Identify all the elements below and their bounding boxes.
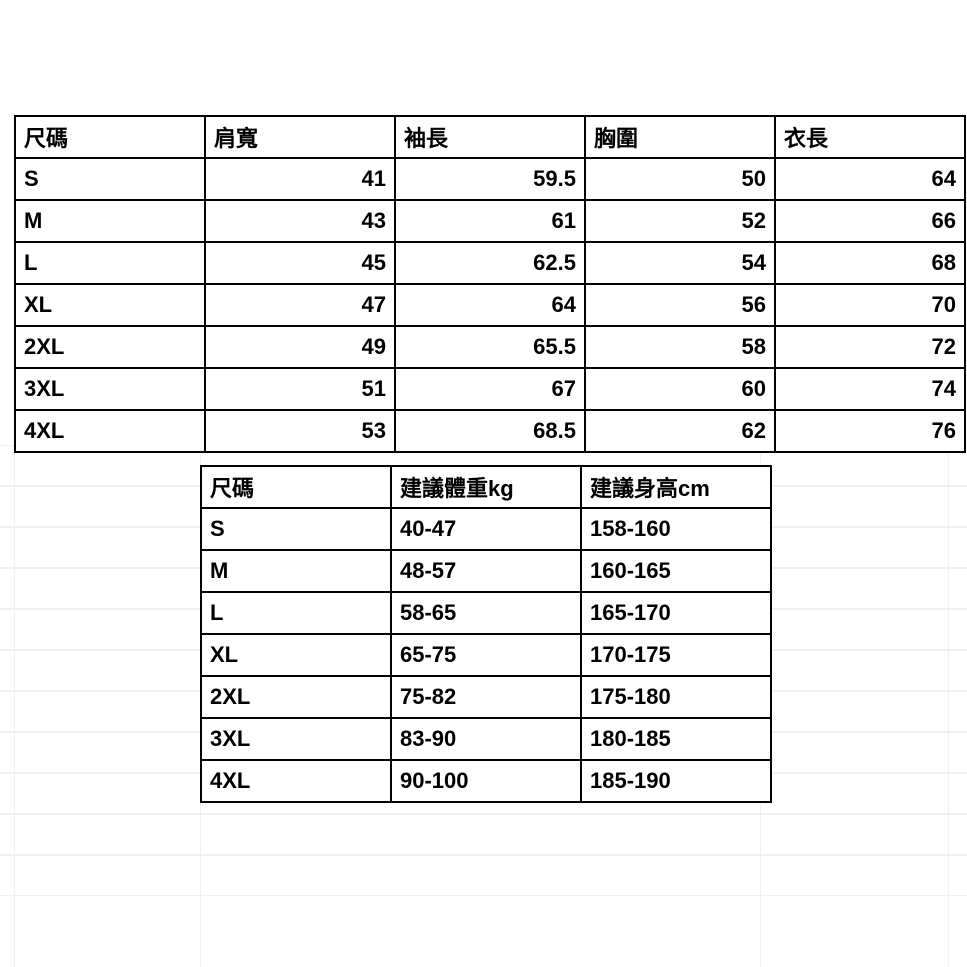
size-measurements-table: 尺碼 肩寬 袖長 胸圍 衣長 S 41 59.5 50 64 M 43 61 5… (14, 115, 966, 453)
col-header-height: 建議身高cm (581, 466, 771, 508)
table-row: 3XL 51 67 60 74 (15, 368, 965, 410)
cell-value: 72 (775, 326, 965, 368)
cell-value: 51 (205, 368, 395, 410)
table-row: 3XL 83-90 180-185 (201, 718, 771, 760)
size-label: 4XL (201, 760, 391, 802)
table-row: S 40-47 158-160 (201, 508, 771, 550)
size-label: S (201, 508, 391, 550)
table-header-row: 尺碼 肩寬 袖長 胸圍 衣長 (15, 116, 965, 158)
cell-value: 53 (205, 410, 395, 452)
cell-value: 41 (205, 158, 395, 200)
table-row: XL 65-75 170-175 (201, 634, 771, 676)
cell-value: 40-47 (391, 508, 581, 550)
table-row: M 48-57 160-165 (201, 550, 771, 592)
cell-value: 68.5 (395, 410, 585, 452)
size-label: 2XL (201, 676, 391, 718)
size-label: M (201, 550, 391, 592)
col-header-weight: 建議體重kg (391, 466, 581, 508)
col-header-size: 尺碼 (15, 116, 205, 158)
cell-value: 76 (775, 410, 965, 452)
cell-value: 58-65 (391, 592, 581, 634)
cell-value: 56 (585, 284, 775, 326)
cell-value: 75-82 (391, 676, 581, 718)
table-row: 4XL 53 68.5 62 76 (15, 410, 965, 452)
cell-value: 165-170 (581, 592, 771, 634)
cell-value: 180-185 (581, 718, 771, 760)
cell-value: 65-75 (391, 634, 581, 676)
col-header-size: 尺碼 (201, 466, 391, 508)
col-header-shoulder: 肩寬 (205, 116, 395, 158)
size-label: L (15, 242, 205, 284)
cell-value: 64 (395, 284, 585, 326)
table-row: M 43 61 52 66 (15, 200, 965, 242)
size-label: 4XL (15, 410, 205, 452)
cell-value: 49 (205, 326, 395, 368)
col-header-sleeve: 袖長 (395, 116, 585, 158)
spreadsheet-canvas: 尺碼 肩寬 袖長 胸圍 衣長 S 41 59.5 50 64 M 43 61 5… (0, 0, 967, 967)
cell-value: 64 (775, 158, 965, 200)
table-row: 4XL 90-100 185-190 (201, 760, 771, 802)
cell-value: 74 (775, 368, 965, 410)
cell-value: 45 (205, 242, 395, 284)
cell-value: 185-190 (581, 760, 771, 802)
table-row: 2XL 49 65.5 58 72 (15, 326, 965, 368)
cell-value: 62.5 (395, 242, 585, 284)
cell-value: 90-100 (391, 760, 581, 802)
cell-value: 60 (585, 368, 775, 410)
table-header-row: 尺碼 建議體重kg 建議身高cm (201, 466, 771, 508)
cell-value: 68 (775, 242, 965, 284)
cell-value: 50 (585, 158, 775, 200)
size-recommendation-table: 尺碼 建議體重kg 建議身高cm S 40-47 158-160 M 48-57… (200, 465, 772, 803)
table-row: XL 47 64 56 70 (15, 284, 965, 326)
size-label: S (15, 158, 205, 200)
size-label: 3XL (201, 718, 391, 760)
size-label: L (201, 592, 391, 634)
cell-value: 175-180 (581, 676, 771, 718)
cell-value: 67 (395, 368, 585, 410)
cell-value: 170-175 (581, 634, 771, 676)
cell-value: 58 (585, 326, 775, 368)
cell-value: 52 (585, 200, 775, 242)
cell-value: 48-57 (391, 550, 581, 592)
table-row: L 58-65 165-170 (201, 592, 771, 634)
cell-value: 61 (395, 200, 585, 242)
cell-value: 70 (775, 284, 965, 326)
size-label: 3XL (15, 368, 205, 410)
cell-value: 160-165 (581, 550, 771, 592)
cell-value: 43 (205, 200, 395, 242)
size-label: XL (201, 634, 391, 676)
cell-value: 65.5 (395, 326, 585, 368)
cell-value: 83-90 (391, 718, 581, 760)
cell-value: 54 (585, 242, 775, 284)
size-label: 2XL (15, 326, 205, 368)
size-label: XL (15, 284, 205, 326)
cell-value: 62 (585, 410, 775, 452)
cell-value: 47 (205, 284, 395, 326)
table-row: L 45 62.5 54 68 (15, 242, 965, 284)
cell-value: 158-160 (581, 508, 771, 550)
col-header-length: 衣長 (775, 116, 965, 158)
table-row: 2XL 75-82 175-180 (201, 676, 771, 718)
size-label: M (15, 200, 205, 242)
col-header-chest: 胸圍 (585, 116, 775, 158)
cell-value: 66 (775, 200, 965, 242)
table-row: S 41 59.5 50 64 (15, 158, 965, 200)
cell-value: 59.5 (395, 158, 585, 200)
